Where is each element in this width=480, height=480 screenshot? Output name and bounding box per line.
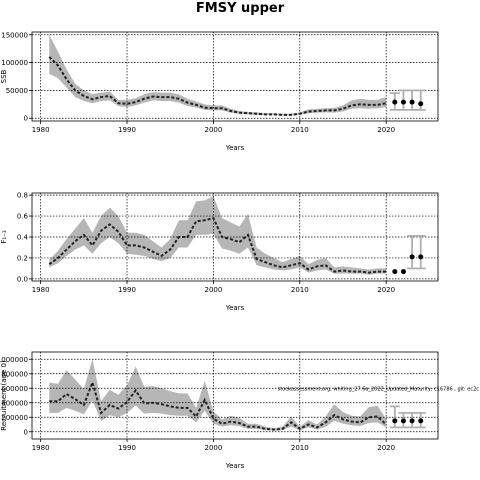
x-tick-label: 1990 <box>118 286 136 294</box>
forecast-point <box>418 418 424 424</box>
x-tick-label: 2020 <box>377 126 395 134</box>
y-tick-label: 150000 <box>1 31 28 39</box>
x-tick-label: 1980 <box>32 444 50 452</box>
forecast-point <box>418 254 424 260</box>
y-tick-label: 200000 <box>1 414 28 422</box>
x-axis-label: Years <box>225 462 245 470</box>
plot-frame <box>31 351 439 440</box>
y-tick-label: 0.2 <box>17 254 28 262</box>
panel-1: 1980 1990 2000 2010 2020 0 50000 100000 150000 Ye… <box>0 31 439 152</box>
forecast-point <box>409 254 415 260</box>
x-axis-label: Years <box>225 304 245 312</box>
forecast-point <box>400 269 406 275</box>
y-tick-label: 0 <box>24 115 28 123</box>
annotation: stockassessment.org, whiting_27.6a_2022_… <box>278 386 480 392</box>
x-tick-label: 1990 <box>118 444 136 452</box>
panel-2: 1980 1990 2000 2010 2020 0.0 0.2 0.4 0.6 0.8 Years… <box>0 192 439 312</box>
y-tick-label: 0.8 <box>17 192 28 200</box>
confidence-band <box>49 34 387 116</box>
y-axis-label: F₁₋₃ <box>0 230 8 244</box>
forecast-point <box>392 99 398 105</box>
y-axis-label: Recruitment (age 0) <box>0 360 8 431</box>
y-tick-label: 400000 <box>1 399 28 407</box>
y-tick-label: 0.6 <box>17 213 29 221</box>
forecast-point <box>409 418 415 424</box>
forecast-point <box>418 101 424 107</box>
x-tick-label: 2000 <box>204 126 222 134</box>
panel-3: 1980 1990 2000 2010 2020 0 200000 400000 600000 8… <box>0 351 480 470</box>
x-tick-label: 1990 <box>118 126 136 134</box>
x-tick-label: 2000 <box>204 286 222 294</box>
y-tick-label: 100000 <box>1 59 28 67</box>
panels: 1980 1990 2000 2010 2020 0 50000 100000 150000 Ye… <box>0 31 479 470</box>
median-line <box>48 216 387 274</box>
y-tick-label: 0.4 <box>17 234 29 242</box>
y-tick-label: 0 <box>24 428 28 436</box>
y-tick-label: 50000 <box>6 87 28 95</box>
confidence-band <box>49 359 387 431</box>
forecast-point <box>392 269 398 275</box>
y-tick-label: 0.0 <box>17 275 28 283</box>
forecast-point <box>392 418 398 424</box>
forecast-point <box>400 99 406 105</box>
y-tick-label: 800000 <box>1 370 28 378</box>
confidence-band <box>49 196 387 275</box>
x-tick-label: 2010 <box>291 444 309 452</box>
x-axis-label: Years <box>225 144 245 152</box>
x-tick-label: 2020 <box>377 286 395 294</box>
x-tick-label: 1980 <box>32 286 50 294</box>
x-tick-label: 2020 <box>377 444 395 452</box>
x-tick-label: 2010 <box>291 286 309 294</box>
plot-frame <box>31 31 439 122</box>
x-tick-label: 2010 <box>291 126 309 134</box>
y-tick-label: 600000 <box>1 385 28 393</box>
forecast-point <box>400 418 406 424</box>
y-axis-label: SSB <box>0 69 8 83</box>
x-tick-label: 2000 <box>204 444 222 452</box>
forecast-point <box>409 99 415 105</box>
x-tick-label: 1980 <box>32 126 50 134</box>
y-tick-label: 1000000 <box>0 356 28 364</box>
median-line <box>49 379 387 431</box>
median-line <box>48 56 387 116</box>
chart-title: FMSY upper <box>196 1 285 16</box>
